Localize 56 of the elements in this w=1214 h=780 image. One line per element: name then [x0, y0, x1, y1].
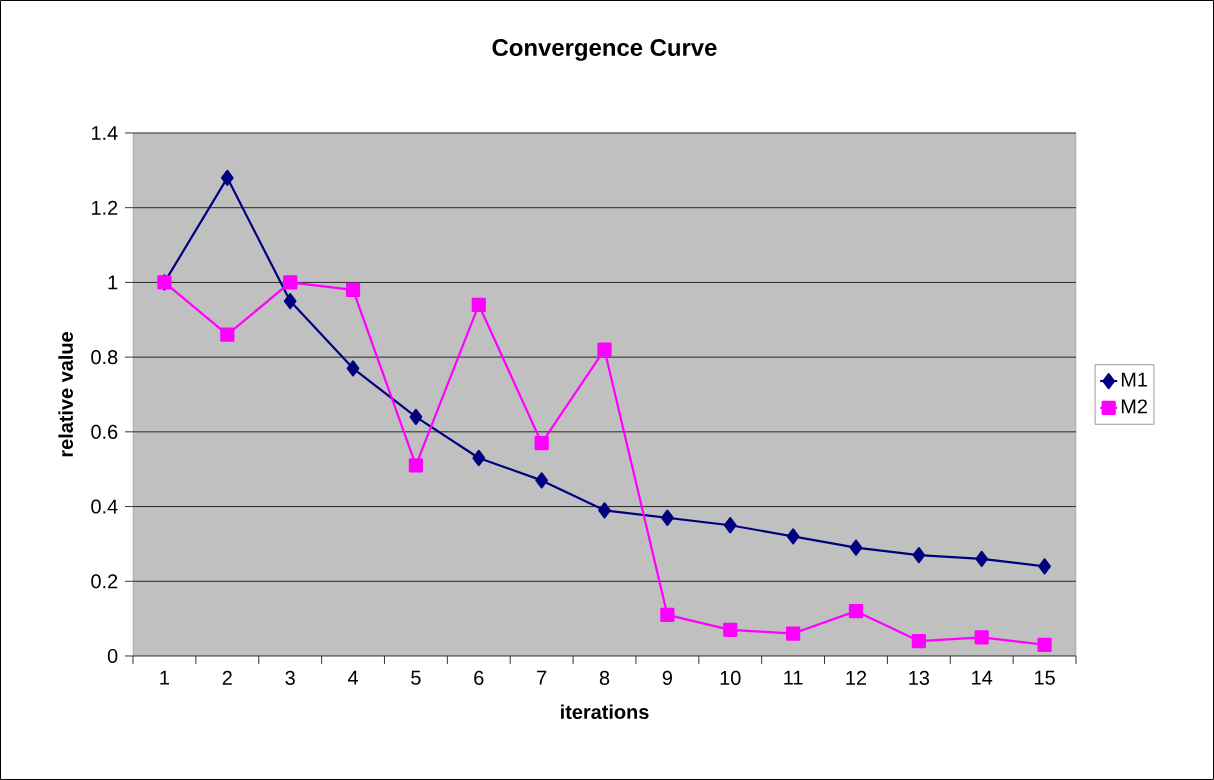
x-tick-label: 14: [972, 670, 993, 685]
chart-title: Convergence Curve: [492, 39, 717, 61]
point: [535, 472, 548, 489]
point: [597, 342, 612, 357]
point: [1037, 637, 1052, 652]
point: [723, 622, 738, 637]
point: [911, 633, 926, 649]
x-tick-label: 8: [599, 670, 610, 685]
point: [220, 169, 234, 186]
point: [912, 547, 926, 564]
x-tick-label: 7: [537, 670, 547, 685]
point: [661, 509, 674, 526]
point: [974, 630, 989, 645]
y-axis-title: relative value: [58, 332, 73, 457]
x-tick-label: 4: [347, 670, 358, 685]
y-tick-label: 0: [107, 648, 118, 664]
x-tick-label: 6: [474, 670, 484, 685]
x-tick-label: 9: [662, 670, 672, 685]
point: [283, 275, 298, 290]
point: [408, 458, 424, 473]
point: [786, 528, 800, 545]
x-tick-label: 12: [846, 670, 867, 685]
point: [220, 327, 235, 342]
x-tick-label: 11: [784, 670, 803, 685]
legend-label: M1: [1121, 372, 1147, 387]
point: [346, 360, 360, 377]
point: [345, 282, 361, 297]
point: [409, 408, 423, 425]
x-tick-label: 15: [1035, 670, 1055, 685]
x-tick-label: 13: [909, 670, 930, 685]
x-tick-label: 5: [411, 670, 421, 685]
x-tick-label: 3: [285, 670, 295, 685]
point: [975, 550, 989, 567]
y-tick-label: 0.2: [91, 574, 118, 589]
y-tick-label: 0.8: [91, 350, 118, 365]
x-tick-label: 1: [160, 670, 170, 685]
y-tick-label: 1.2: [91, 200, 118, 215]
point: [786, 626, 801, 641]
x-tick-label: 10: [720, 670, 741, 685]
point: [660, 607, 675, 622]
point: [472, 449, 486, 467]
y-tick-label: 0.6: [91, 424, 118, 439]
point: [848, 604, 864, 619]
point: [471, 297, 486, 312]
x-tick-label: 2: [222, 670, 232, 685]
y-tick-label: 0.4: [91, 499, 118, 514]
point: [723, 517, 737, 534]
point: [534, 435, 549, 451]
y-tick-label: 1.4: [91, 126, 118, 140]
point: [849, 539, 863, 556]
point: [598, 502, 611, 519]
legend-label: M2: [1121, 399, 1147, 414]
y-tick-label: 1: [108, 275, 118, 290]
point: [1038, 558, 1051, 575]
point: [283, 292, 297, 310]
x-axis-title: iterations: [561, 704, 649, 720]
